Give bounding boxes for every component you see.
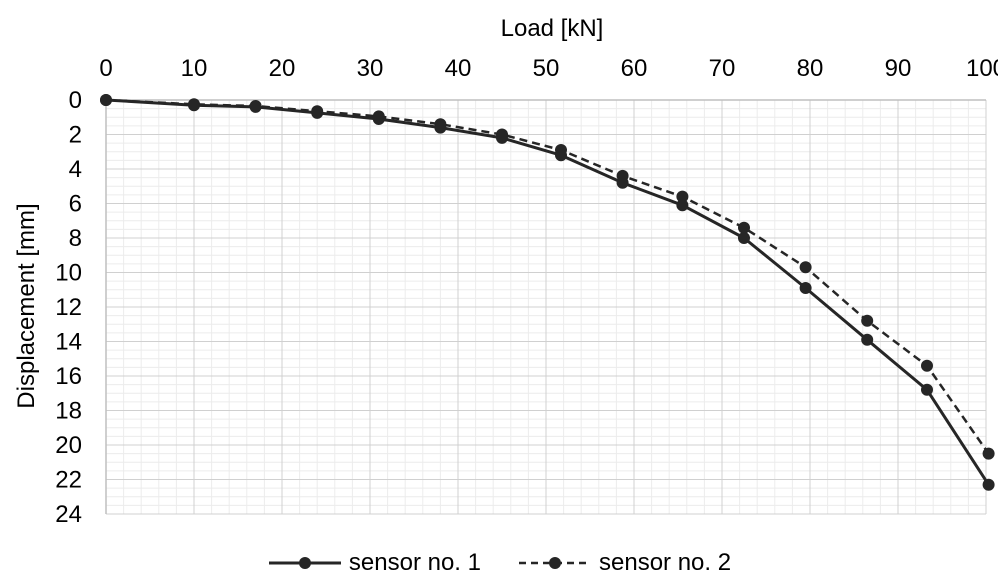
y-tick-label: 18 [55,398,82,425]
y-tick-label: 20 [55,432,82,459]
data-point [676,190,689,203]
data-point [982,478,995,491]
data-point [676,199,689,212]
data-point [434,121,447,134]
y-tick-label: 0 [69,87,82,114]
series-1 [100,94,995,491]
y-axis-title: Displacement [mm] [13,203,40,408]
y-tick-label: 16 [55,363,82,390]
data-point [799,282,812,294]
y-tick-label: 14 [55,329,82,356]
legend-item-sensor-1: sensor no. 1 [267,549,481,577]
data-point [249,100,262,113]
y-tick-label: 12 [55,294,82,321]
data-point [311,106,324,119]
legend: sensor no. 1 sensor no. 2 [0,548,998,578]
x-tick-label: 80 [797,55,824,82]
y-tick-label: 6 [69,191,82,218]
data-point [921,359,933,372]
x-tick-label: 90 [885,55,912,82]
x-tick-label: 60 [621,55,648,82]
legend-swatch-dashed [519,557,591,569]
y-tick-label: 22 [55,467,82,494]
data-point [616,176,629,189]
x-tick-label: 70 [709,55,736,82]
data-point [555,149,567,162]
x-axis-title: Load [kN] [501,15,604,42]
y-tick-label: 8 [69,225,82,252]
data-point [861,333,874,346]
legend-item-sensor-2: sensor no. 2 [517,549,731,577]
x-tick-label: 20 [269,55,296,82]
y-tick-label: 4 [69,156,82,183]
data-point [738,232,750,244]
major-grid [105,99,987,515]
x-tick-label: 30 [357,55,384,82]
data-point [188,99,200,112]
data-point [921,383,933,396]
legend-label-sensor-2: sensor no. 2 [599,549,732,576]
series-2 [100,94,995,460]
series-line-2 [105,98,990,455]
series-layer [100,94,995,491]
data-point [982,447,995,460]
x-tick-label: 40 [445,55,472,82]
x-tick-labels: 0 10 20 30 40 50 60 70 80 90 100 [99,55,998,82]
data-point [861,314,874,327]
x-tick-label: 50 [533,55,560,82]
x-tick-label: 0 [99,55,112,82]
data-point [100,94,112,106]
data-point [738,221,750,234]
data-point [496,131,508,144]
data-point [799,261,812,274]
legend-label-sensor-1: sensor no. 1 [348,549,481,576]
legend-swatch-solid [268,557,341,569]
data-point [372,113,385,125]
x-tick-label: 100 [966,55,998,82]
y-tick-label: 24 [55,501,82,528]
y-tick-label: 10 [55,260,82,287]
x-tick-label: 10 [181,55,208,82]
series-line-1 [105,98,990,486]
y-tick-label: 2 [69,122,82,149]
